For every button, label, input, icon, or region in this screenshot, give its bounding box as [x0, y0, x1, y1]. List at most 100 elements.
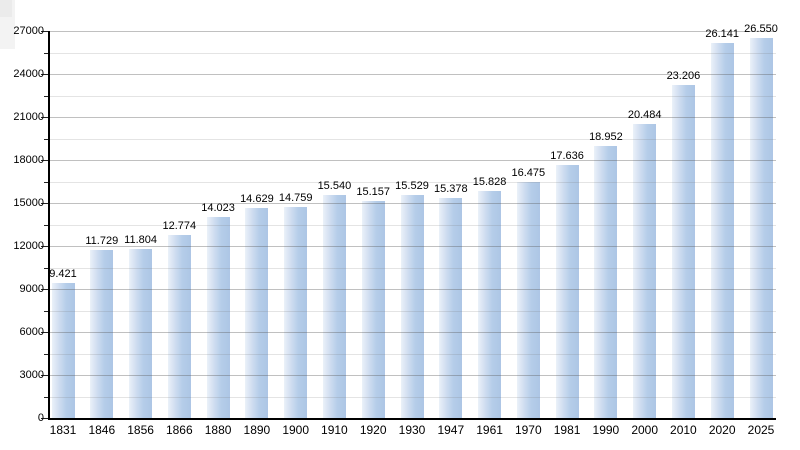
bar: [90, 249, 114, 418]
bar-value-label: 11.729: [85, 234, 119, 247]
y-tick: [44, 353, 48, 355]
gridline-major: [48, 332, 776, 333]
bar-value-label: 14.759: [278, 191, 313, 204]
gridline-major: [48, 74, 776, 75]
y-tick: [41, 289, 48, 290]
bar: [710, 43, 734, 418]
bar-value-label: 9.421: [49, 268, 77, 280]
bar-value-label: 26.141: [705, 28, 740, 41]
gridline-minor: [48, 224, 776, 226]
bar-value-label: 14.023: [201, 202, 235, 214]
y-tick-label: 6000: [19, 326, 44, 338]
y-tick: [44, 138, 48, 140]
y-axis: [48, 31, 50, 420]
y-tick: [41, 246, 48, 247]
bar-value-label: 15.540: [317, 180, 352, 193]
bar-value-label: 15.378: [433, 182, 468, 195]
bar: [206, 217, 230, 418]
gridline-minor: [48, 353, 776, 355]
y-tick: [44, 267, 48, 269]
x-tick-label: 1880: [204, 423, 232, 437]
gridline-minor: [48, 95, 776, 97]
x-tick-label: 1890: [243, 423, 271, 437]
bar-value-label: 12.774: [162, 219, 197, 232]
y-tick: [41, 375, 48, 376]
y-tick: [41, 117, 48, 118]
gridline-minor: [48, 181, 776, 183]
y-tick: [41, 74, 48, 75]
bar: [129, 248, 153, 418]
x-tick-label: 2010: [670, 423, 697, 437]
bar-value-label: 23.206: [666, 70, 701, 83]
x-tick-label: 1856: [127, 423, 154, 437]
y-tick: [41, 332, 48, 333]
gridline-major: [48, 289, 776, 290]
gridline-minor: [48, 310, 776, 312]
bar-value-label: 15.529: [395, 180, 429, 193]
bar: [322, 195, 346, 418]
bar-value-label: 15.828: [472, 176, 507, 189]
x-tick-label: 2025: [747, 423, 775, 437]
gridline-major: [48, 31, 776, 32]
y-tick: [41, 31, 48, 32]
y-tick: [44, 52, 48, 54]
y-tick: [41, 203, 48, 204]
x-tick-label: 1910: [321, 423, 348, 437]
bar: [167, 234, 191, 418]
bar: [516, 181, 540, 418]
x-tick-label: 2020: [708, 423, 736, 437]
bar-value-label: 14.629: [240, 193, 274, 206]
bar: [51, 283, 75, 418]
bar: [749, 37, 773, 418]
gridline-major: [48, 117, 776, 118]
bar: [245, 208, 269, 418]
x-tick-label: 1947: [437, 423, 465, 437]
gridline-major: [48, 160, 776, 161]
y-tick: [44, 224, 48, 226]
y-tick-label: 12000: [13, 240, 44, 252]
bar-value-label: 17.636: [550, 150, 584, 163]
bar-value-label: 16.475: [511, 166, 546, 179]
gridline-minor: [48, 138, 776, 140]
x-tick-label: 1920: [359, 423, 387, 437]
x-tick-label: 1970: [514, 423, 542, 437]
bar: [361, 200, 385, 418]
y-tick: [44, 181, 48, 183]
x-tick-label: 1846: [88, 423, 116, 437]
bar-value-label: 20.484: [627, 109, 662, 122]
gridline-major: [48, 203, 776, 204]
gridline-major: [48, 375, 776, 376]
y-tick-label: 21000: [13, 111, 44, 123]
y-tick-label: 18000: [13, 154, 44, 166]
y-tick: [44, 310, 48, 312]
y-tick: [41, 160, 48, 161]
x-tick-label: 2000: [631, 423, 659, 437]
x-tick-label: 1981: [553, 423, 581, 437]
x-tick-label: 1831: [49, 423, 77, 437]
x-axis: [48, 418, 776, 420]
bar-value-label: 15.157: [356, 185, 391, 198]
gridline-minor: [48, 267, 776, 269]
y-tick-label: 0: [37, 412, 44, 424]
y-tick: [41, 418, 48, 419]
bar: [478, 191, 502, 418]
bar: [633, 124, 657, 418]
bar: [439, 197, 463, 418]
y-tick-label: 15000: [13, 197, 44, 209]
x-tick-label: 1990: [592, 423, 620, 437]
gridline-minor: [48, 52, 776, 54]
y-tick: [44, 95, 48, 97]
x-tick-label: 1961: [476, 423, 503, 437]
bar: [284, 206, 308, 418]
x-tick-label: 1866: [165, 423, 193, 437]
x-tick-label: 1900: [282, 423, 310, 437]
gridline-minor: [48, 396, 776, 398]
y-tick-label: 24000: [13, 68, 44, 80]
corner-artifact-inner: [0, 0, 12, 17]
y-tick-label: 3000: [19, 369, 44, 381]
y-tick: [44, 396, 48, 398]
y-tick-label: 27000: [13, 25, 44, 37]
gridline-major: [48, 246, 776, 247]
bar: [555, 165, 579, 418]
